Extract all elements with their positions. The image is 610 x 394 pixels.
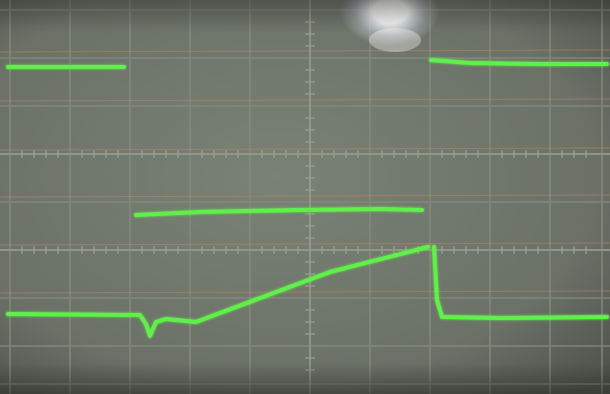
oscilloscope-photo <box>0 0 610 394</box>
edge-vignette <box>0 0 610 394</box>
